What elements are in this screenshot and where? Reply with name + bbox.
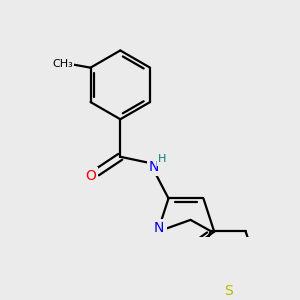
Text: H: H — [158, 154, 167, 164]
Text: CH₃: CH₃ — [52, 59, 73, 69]
Text: N: N — [149, 160, 159, 174]
Text: S: S — [224, 284, 233, 298]
Text: O: O — [85, 169, 96, 183]
Text: N: N — [154, 221, 164, 235]
